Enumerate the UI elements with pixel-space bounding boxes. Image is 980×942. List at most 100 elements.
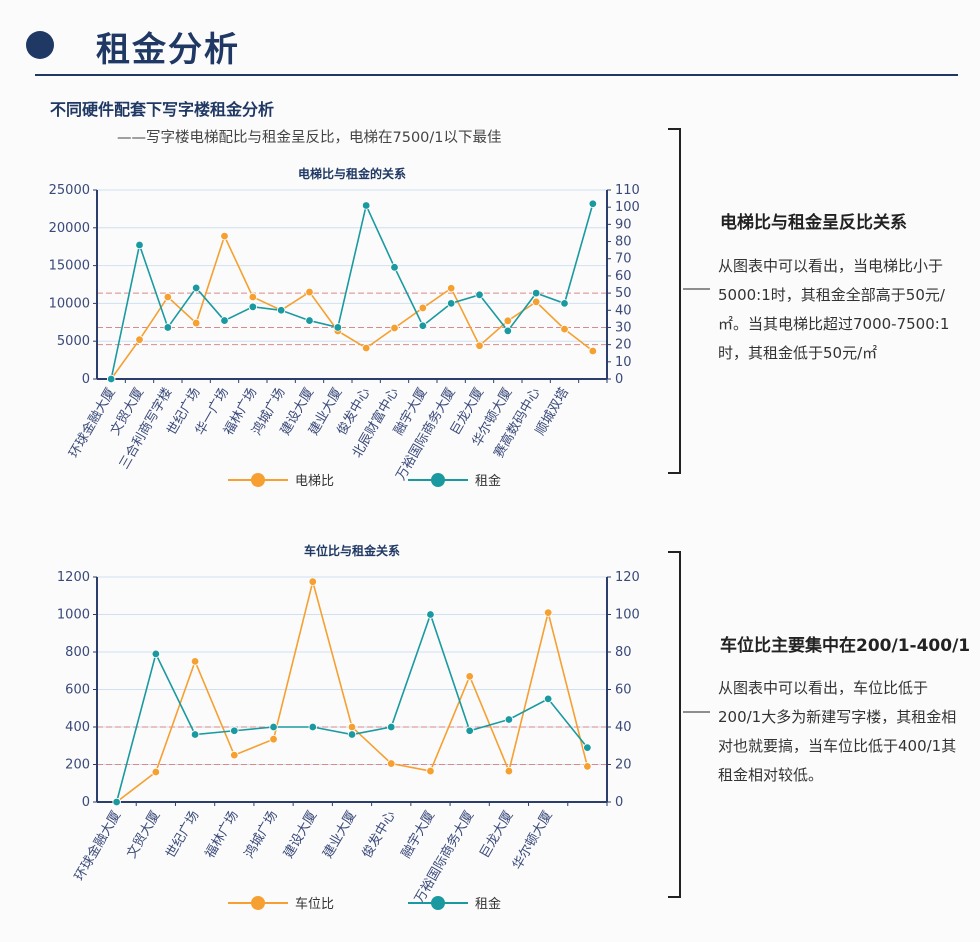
y-tick-label: 600	[65, 683, 90, 698]
data-point	[503, 316, 513, 325]
y2-tick-label: 20	[615, 758, 632, 773]
section-title: 不同硬件配套下写字楼租金分析	[50, 100, 275, 119]
data-point	[190, 730, 200, 739]
data-point	[191, 283, 201, 293]
y2-tick-label: 80	[615, 235, 632, 250]
data-point	[504, 766, 514, 776]
y-tick-label: 5000	[57, 334, 90, 349]
data-point	[276, 306, 286, 315]
data-point	[151, 767, 161, 777]
page-title: 租金分析	[96, 30, 240, 70]
y-tick-label: 10000	[49, 296, 90, 311]
data-point	[543, 694, 553, 704]
y2-tick-label: 30	[615, 320, 632, 335]
note-text: 从图表中可以看出，当电梯比小于5000:1时，其租金全部高于50元/㎡。当其电梯…	[718, 257, 950, 362]
data-point	[465, 726, 474, 735]
data-point	[390, 323, 399, 333]
legend-marker	[251, 473, 265, 487]
data-point	[588, 346, 598, 356]
data-point	[475, 341, 484, 350]
data-point	[305, 287, 314, 297]
data-point	[347, 722, 357, 732]
data-point	[163, 323, 173, 332]
data-point	[347, 730, 357, 739]
legend-marker	[431, 896, 445, 910]
y-tick-label: 0	[82, 372, 90, 387]
y2-tick-label: 90	[615, 217, 632, 232]
data-point	[248, 292, 258, 302]
data-point	[583, 762, 592, 771]
y2-tick-label: 80	[615, 645, 632, 660]
data-point	[112, 797, 121, 807]
data-point	[308, 722, 317, 732]
x-tick-label: 建业大厦	[320, 809, 359, 862]
y-tick-label: 1200	[57, 570, 90, 585]
y2-tick-label: 120	[615, 570, 640, 585]
series-line	[110, 233, 594, 380]
x-tick-label: 俊发中心	[359, 808, 399, 861]
legend-label: 租金	[475, 473, 501, 489]
y2-tick-label: 100	[615, 200, 640, 215]
y2-tick-label: 50	[615, 286, 632, 301]
data-point	[531, 288, 541, 298]
data-point	[543, 608, 553, 617]
data-point	[106, 374, 116, 384]
data-point	[135, 335, 144, 344]
data-point	[333, 323, 343, 332]
x-tick-label: 环球金融大厦	[71, 808, 124, 884]
y2-tick-label: 60	[615, 269, 632, 284]
data-point	[220, 316, 229, 325]
data-point	[361, 343, 371, 353]
data-point	[531, 297, 541, 307]
y2-tick-label: 20	[615, 338, 632, 353]
section-subtitle: ——写字楼电梯配比与租金呈反比，电梯在7500/1以下最佳	[117, 130, 502, 146]
bracket	[668, 551, 681, 898]
x-tick-label: 福林广场	[203, 809, 242, 862]
legend-label: 租金	[475, 896, 501, 912]
data-point	[418, 303, 428, 313]
y2-tick-label: 70	[615, 252, 632, 267]
x-tick-label: 华尔顿大厦	[510, 809, 555, 873]
y2-tick-label: 10	[615, 355, 632, 370]
data-point	[387, 722, 396, 732]
y-tick-label: 25000	[49, 183, 90, 198]
y2-tick-label: 40	[615, 720, 632, 735]
y2-tick-label: 0	[615, 795, 623, 810]
data-point	[305, 316, 314, 325]
data-point	[163, 292, 173, 302]
data-point	[191, 318, 201, 328]
data-point	[269, 722, 278, 732]
data-point	[504, 715, 514, 724]
y2-tick-label: 40	[615, 303, 632, 318]
x-tick-label: 世纪广场	[164, 809, 203, 862]
data-point	[151, 649, 161, 659]
x-tick-label: 文贸大厦	[124, 809, 163, 862]
chart-title: 车位比与租金关系	[304, 543, 400, 558]
x-tick-label: 巨龙大厦	[477, 809, 516, 862]
note-title: 电梯比与租金呈反比关系	[720, 213, 907, 233]
data-point	[426, 766, 435, 776]
data-point	[446, 284, 456, 293]
bracket	[668, 128, 681, 474]
data-point	[230, 726, 239, 735]
y2-tick-label: 100	[615, 608, 640, 623]
series-line	[110, 202, 594, 380]
legend-label: 电梯比	[295, 474, 334, 489]
y2-tick-label: 0	[615, 372, 623, 387]
chart-title: 电梯比与租金的关系	[298, 166, 406, 181]
header-dot	[26, 31, 54, 59]
data-point	[190, 657, 200, 666]
y-tick-label: 400	[65, 720, 90, 735]
y2-tick-label: 110	[615, 183, 640, 198]
data-point	[220, 231, 229, 241]
data-point	[465, 672, 474, 681]
series-line	[115, 612, 589, 803]
y2-tick-label: 60	[615, 683, 632, 698]
data-point	[269, 734, 278, 744]
x-tick-label: 环球金融大厦	[66, 385, 119, 461]
note-title: 车位比主要集中在200/1-400/1	[720, 636, 971, 656]
data-point	[475, 290, 484, 300]
x-tick-label: 建设大厦	[281, 809, 320, 862]
x-tick-label: 融宇大厦	[399, 809, 438, 862]
